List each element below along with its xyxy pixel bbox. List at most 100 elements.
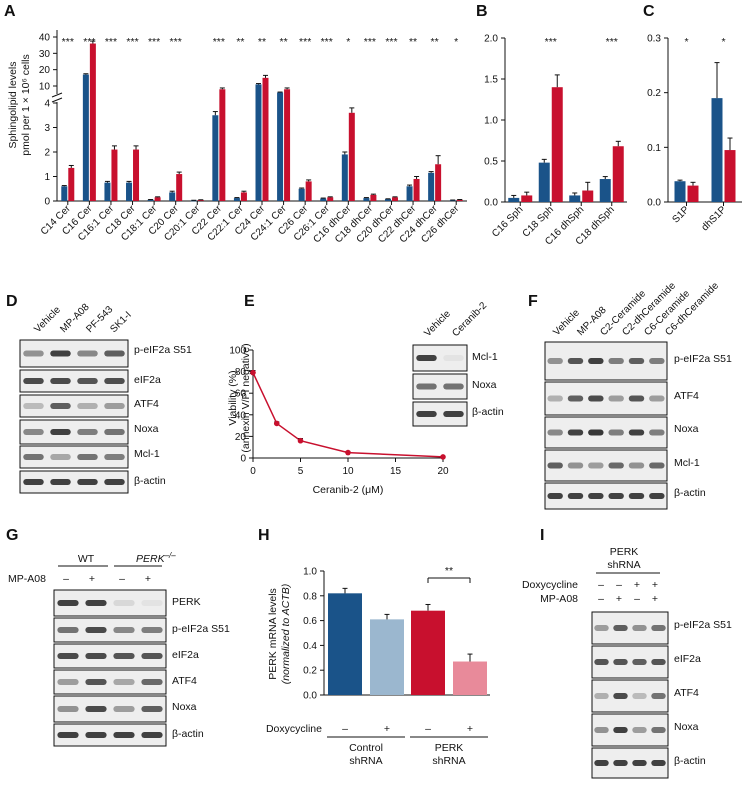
blot-g-band — [85, 706, 107, 712]
blot-i-row-5: β-actin — [674, 755, 706, 767]
blot-d-lane-1: Vehicle — [32, 304, 63, 335]
chart-a-bar — [298, 188, 305, 201]
blot-g-band — [57, 679, 79, 685]
blot-d-band — [77, 454, 98, 460]
chart-a-bar — [240, 192, 247, 201]
blot-i-band — [594, 727, 609, 733]
chart-h-ylabel-2: (normalized to ACTB) — [280, 584, 292, 685]
chart-b-bar — [599, 179, 611, 202]
blot-g-ko-sup: –/– — [164, 551, 177, 560]
blot-g-row-2: p-eIF2a S51 — [172, 623, 230, 635]
blot-g-band — [113, 600, 135, 606]
chart-b-bar — [508, 197, 520, 202]
chart-e-point — [273, 420, 280, 427]
chart-h-group-2-line2: shRNA — [432, 755, 465, 767]
chart-a-ytick-label: 3 — [44, 123, 50, 134]
chart-b-xtick-label: C16 Sph — [490, 204, 525, 239]
chart-h: PERK mRNA levels (normalized to ACTB) Do… — [266, 565, 490, 767]
chart-e-ytick-label: 20 — [235, 432, 247, 443]
chart-e-ytick-label: 40 — [235, 410, 247, 421]
blot-e-band — [443, 411, 464, 417]
chart-h-bar — [328, 593, 362, 695]
chart-a-significance: *** — [148, 36, 160, 48]
chart-h-ytick-label: 0.6 — [303, 616, 317, 627]
chart-a-significance: *** — [83, 36, 95, 48]
chart-h-row-label: Doxycycline — [266, 723, 322, 735]
blot-i-membrane — [591, 713, 669, 747]
blot-d-membrane — [19, 369, 129, 393]
blot-d-band — [23, 454, 44, 460]
panel-label-g: G — [6, 527, 18, 544]
chart-a-bar — [413, 178, 420, 201]
blot-d-band — [104, 429, 125, 435]
chart-e-ytick-label: 80 — [235, 367, 247, 378]
blot-i-r2-s4: + — [652, 593, 658, 605]
chart-a-ytick-label: 40 — [39, 33, 51, 44]
chart-h-dox-sign: – — [425, 723, 431, 735]
blot-f-row-3: Noxa — [674, 423, 699, 435]
chart-b-bar — [538, 162, 550, 202]
blot-g-ko-name: PERK — [136, 553, 166, 565]
blot-d-band — [23, 403, 44, 409]
blot-i-band — [594, 760, 609, 766]
chart-h-bar — [370, 619, 404, 695]
blot-d-band — [77, 378, 98, 384]
chart-a-bar — [82, 74, 89, 201]
chart-a-significance: *** — [213, 36, 225, 48]
blot-i-r2-s3: – — [634, 593, 640, 605]
blot-g-band — [141, 679, 163, 685]
blot-d-band — [77, 350, 98, 357]
chart-h-group-2-line1: PERK — [435, 742, 464, 754]
chart-e-ylabel-1: Viability (%) — [227, 370, 239, 425]
chart-a-significance: *** — [299, 36, 311, 48]
blot-f-band — [608, 493, 624, 499]
chart-a: Sphingolipid levels pmol per 1 × 10⁶ cel… — [7, 30, 467, 245]
blot-i-band — [613, 693, 628, 699]
blot-g-band — [57, 706, 79, 712]
chart-a-ytick-label: 1 — [44, 172, 50, 183]
blot-i-row-2: eIF2a — [674, 653, 701, 665]
blot-e-lane-1: Vehicle — [422, 308, 453, 339]
chart-a-bar — [219, 89, 226, 201]
blot-d-band — [23, 350, 44, 357]
chart-e-xtick-label: 0 — [250, 466, 256, 477]
chart-h-ytick-label: 1.0 — [303, 567, 317, 578]
chart-b-ytick-label: 0.5 — [484, 157, 498, 168]
blot-f-membrane — [544, 416, 668, 449]
blot-i: PERK shRNA Doxycycline – – + + MP-A08 – … — [522, 546, 732, 779]
blot-f-row-4: Mcl-1 — [674, 457, 700, 469]
chart-a-ytick-label: 4 — [44, 99, 50, 110]
blot-d-band — [50, 479, 71, 485]
blot-f-membrane — [544, 482, 668, 510]
blot-g-row-3: eIF2a — [172, 649, 199, 661]
blot-i-band — [632, 659, 647, 665]
blot-f-band — [567, 395, 584, 402]
blot-i-band — [632, 727, 647, 733]
blot-g-sign-1: – — [63, 573, 69, 585]
chart-a-bar — [147, 199, 154, 201]
blot-e-band — [416, 383, 437, 390]
chart-c-significance: * — [684, 36, 688, 48]
blot-i-r1-s1: – — [598, 579, 604, 591]
blot-g-ko-label: PERK–/– — [136, 551, 176, 565]
blot-g-band — [113, 627, 135, 633]
blot-f-membrane — [544, 381, 668, 416]
panel-label-d: D — [6, 293, 18, 310]
blot-d-band — [50, 378, 71, 384]
blot-d-row-3: ATF4 — [134, 398, 159, 410]
chart-h-ytick-label: 0.0 — [303, 691, 317, 702]
blot-d-band — [23, 378, 44, 384]
blot-e-band — [416, 355, 437, 361]
blot-g-row-1: PERK — [172, 596, 201, 608]
blot-f-row-5: β-actin — [674, 487, 706, 499]
chart-h-dox-sign: – — [342, 723, 348, 735]
panel-label-c: C — [643, 3, 655, 20]
panel-label-e: E — [244, 293, 255, 310]
chart-a-bar — [449, 200, 456, 202]
chart-a-significance: ** — [258, 36, 266, 48]
blot-e-lane-2: Ceranib-2 — [450, 300, 489, 339]
chart-e-xtick-label: 10 — [342, 466, 354, 477]
blot-e-row-2: Noxa — [472, 379, 497, 391]
chart-b-significance: *** — [545, 36, 557, 48]
blot-g-band — [113, 732, 135, 738]
